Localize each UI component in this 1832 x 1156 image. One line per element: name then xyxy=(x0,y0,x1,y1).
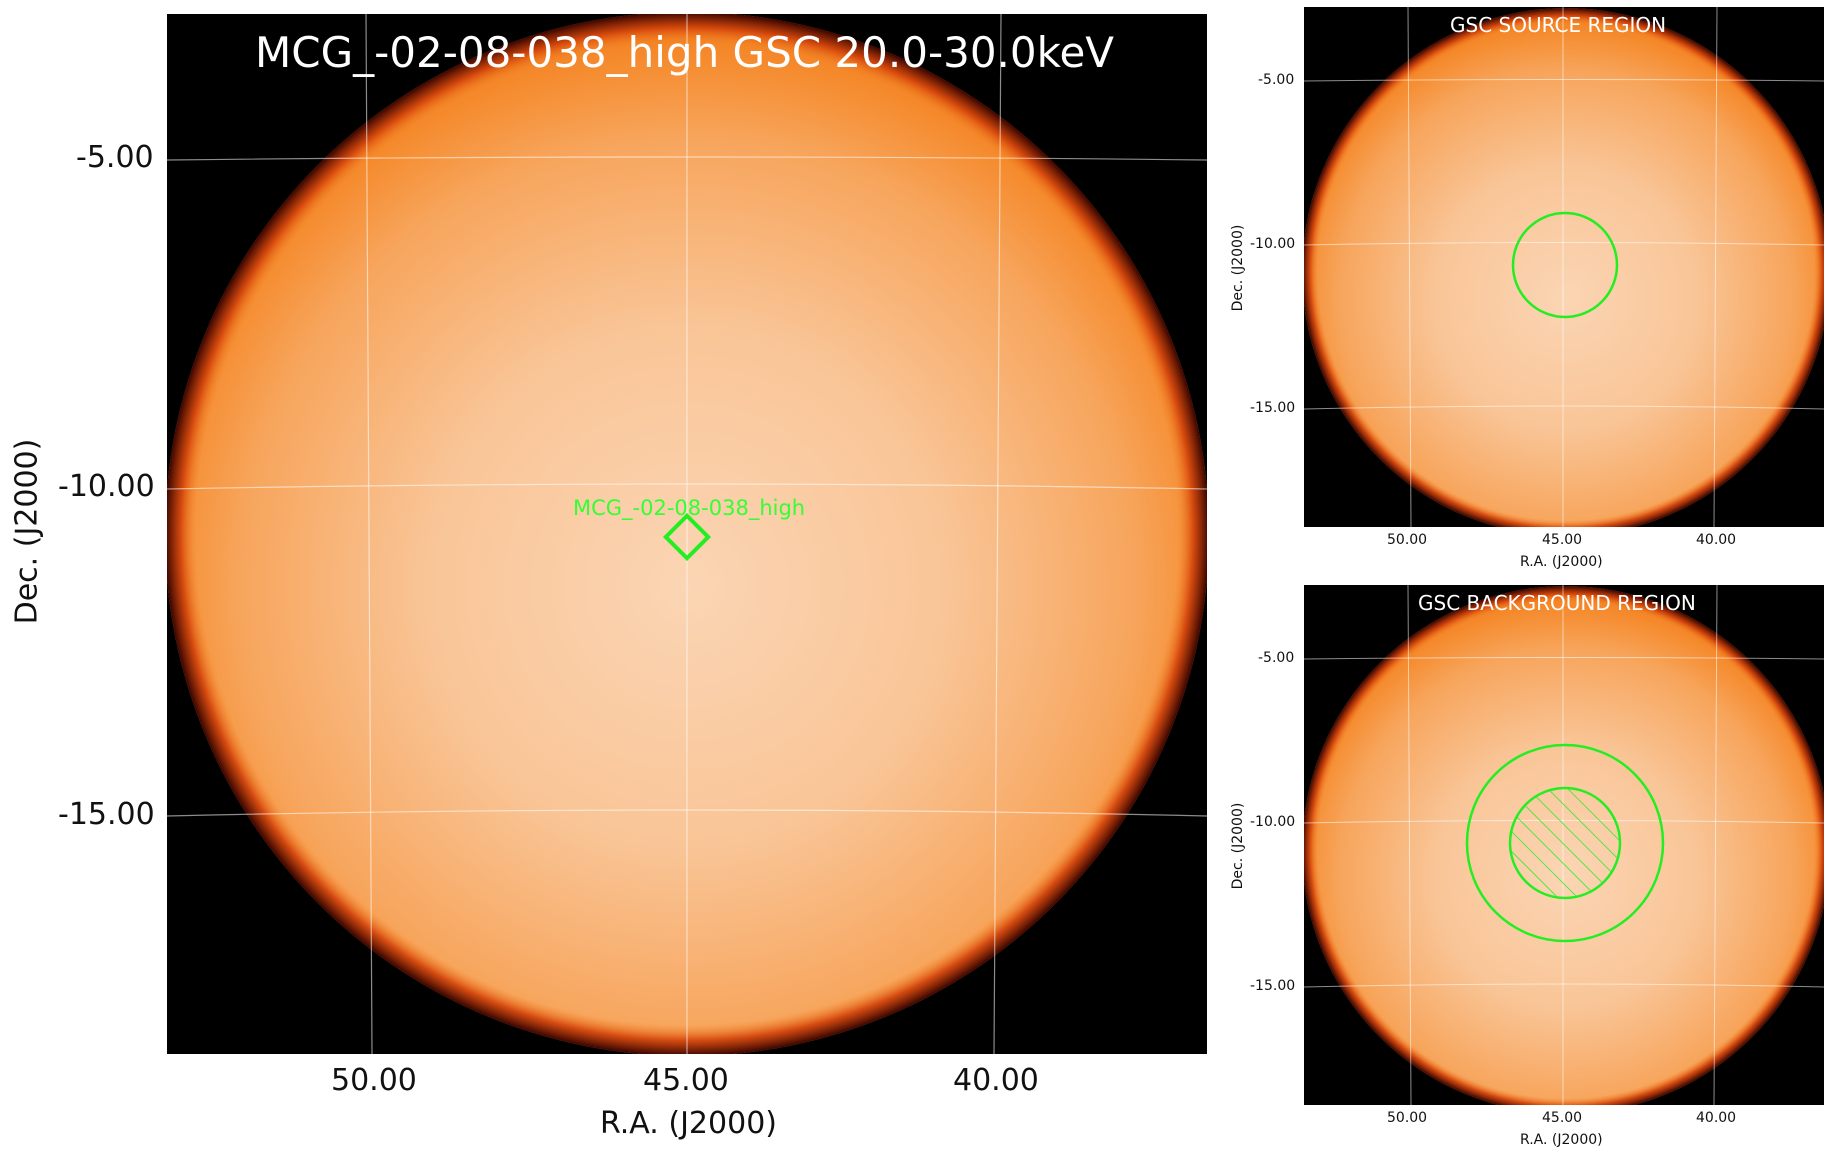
source-ytick: -10.00 xyxy=(1250,236,1296,252)
source-xtick: 50.00 xyxy=(1387,532,1428,548)
main-image-panel: MCG_-02-08-038_high GSC 20.0-30.0keV MCG… xyxy=(167,14,1207,1054)
excluded-source-region xyxy=(1508,786,1622,900)
background-ytick: -5.00 xyxy=(1258,650,1295,666)
source-xlabel: R.A. (J2000) xyxy=(1520,554,1603,570)
main-coordinate-grid xyxy=(167,14,1207,1054)
background-xtick: 40.00 xyxy=(1696,1110,1737,1126)
source-panel-title: GSC SOURCE REGION xyxy=(1450,13,1667,37)
main-ytick: -15.00 xyxy=(58,797,155,832)
main-xlabel: R.A. (J2000) xyxy=(600,1106,777,1141)
source-ytick: -5.00 xyxy=(1258,72,1295,88)
background-xlabel: R.A. (J2000) xyxy=(1520,1132,1603,1148)
main-xtick: 40.00 xyxy=(953,1063,1039,1098)
main-title: MCG_-02-08-038_high GSC 20.0-30.0keV xyxy=(255,28,1115,77)
background-panel-title: GSC BACKGROUND REGION xyxy=(1418,591,1696,615)
source-xtick: 40.00 xyxy=(1696,532,1737,548)
source-coordinate-grid xyxy=(1304,7,1824,527)
source-position-marker xyxy=(662,512,712,562)
main-ylabel: Dec. (J2000) xyxy=(9,438,45,625)
source-name-label: MCG_-02-08-038_high xyxy=(573,496,806,520)
background-ylabel: Dec. (J2000) xyxy=(1230,802,1246,890)
main-ytick: -5.00 xyxy=(76,140,154,175)
background-ytick: -10.00 xyxy=(1250,814,1296,830)
source-ytick: -15.00 xyxy=(1250,400,1296,416)
source-ylabel: Dec. (J2000) xyxy=(1230,224,1246,312)
main-xtick: 50.00 xyxy=(331,1063,417,1098)
main-ytick: -10.00 xyxy=(58,469,155,504)
source-detector-limb xyxy=(1304,8,1824,527)
source-xtick: 45.00 xyxy=(1542,532,1583,548)
background-ytick: -15.00 xyxy=(1250,978,1296,994)
main-xtick: 45.00 xyxy=(643,1063,729,1098)
background-xtick: 45.00 xyxy=(1542,1110,1583,1126)
background-annulus-outer xyxy=(1465,743,1665,943)
background-xtick: 50.00 xyxy=(1387,1110,1428,1126)
source-region-panel: GSC SOURCE REGION xyxy=(1304,7,1824,527)
source-region-circle xyxy=(1511,211,1619,319)
background-region-panel: GSC BACKGROUND REGION xyxy=(1304,585,1824,1105)
